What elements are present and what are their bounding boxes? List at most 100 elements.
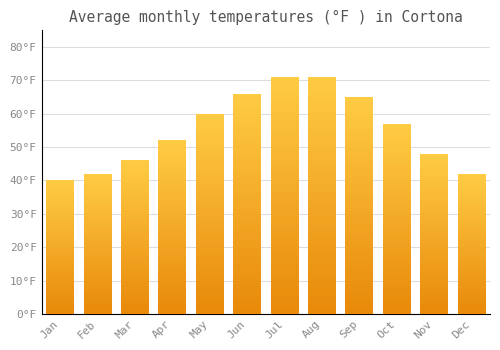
- Bar: [420, 270, 448, 272]
- Bar: [158, 236, 186, 238]
- Bar: [121, 168, 149, 170]
- Bar: [233, 187, 262, 190]
- Bar: [46, 252, 74, 254]
- Bar: [233, 212, 262, 215]
- Bar: [121, 230, 149, 231]
- Bar: [84, 200, 112, 202]
- Bar: [196, 294, 224, 296]
- Bar: [346, 298, 374, 300]
- Bar: [158, 238, 186, 240]
- Bar: [346, 111, 374, 113]
- Bar: [420, 228, 448, 230]
- Bar: [158, 201, 186, 203]
- Bar: [196, 154, 224, 156]
- Bar: [308, 281, 336, 285]
- Bar: [46, 249, 74, 251]
- Bar: [308, 106, 336, 110]
- Bar: [383, 264, 411, 266]
- Bar: [196, 307, 224, 309]
- Bar: [84, 251, 112, 253]
- Bar: [420, 256, 448, 258]
- Bar: [270, 237, 298, 240]
- Bar: [458, 239, 485, 240]
- Bar: [420, 302, 448, 304]
- Bar: [458, 286, 485, 288]
- Bar: [158, 301, 186, 303]
- Bar: [84, 195, 112, 196]
- Bar: [270, 308, 298, 311]
- Bar: [420, 238, 448, 240]
- Bar: [270, 172, 298, 175]
- Bar: [346, 254, 374, 257]
- Bar: [383, 269, 411, 271]
- Bar: [458, 268, 485, 270]
- Bar: [458, 247, 485, 249]
- Bar: [121, 162, 149, 164]
- Bar: [270, 302, 298, 305]
- Bar: [46, 261, 74, 262]
- Bar: [346, 167, 374, 170]
- Bar: [46, 184, 74, 186]
- Bar: [420, 234, 448, 236]
- Bar: [346, 200, 374, 203]
- Bar: [420, 180, 448, 182]
- Bar: [84, 188, 112, 189]
- Bar: [158, 149, 186, 151]
- Bar: [84, 193, 112, 195]
- Bar: [458, 193, 485, 195]
- Bar: [121, 278, 149, 279]
- Bar: [84, 258, 112, 260]
- Bar: [308, 240, 336, 243]
- Bar: [196, 161, 224, 164]
- Bar: [383, 224, 411, 226]
- Bar: [233, 157, 262, 160]
- Bar: [158, 308, 186, 310]
- Bar: [46, 264, 74, 266]
- Bar: [84, 189, 112, 191]
- Bar: [346, 227, 374, 230]
- Bar: [270, 136, 298, 139]
- Bar: [346, 116, 374, 119]
- Bar: [458, 261, 485, 263]
- Bar: [46, 306, 74, 307]
- Bar: [308, 234, 336, 237]
- Bar: [158, 184, 186, 186]
- Bar: [458, 237, 485, 239]
- Bar: [270, 228, 298, 231]
- Bar: [346, 273, 374, 276]
- Bar: [84, 302, 112, 303]
- Bar: [121, 254, 149, 257]
- Bar: [233, 270, 262, 273]
- Bar: [233, 209, 262, 212]
- Bar: [196, 272, 224, 274]
- Bar: [383, 283, 411, 286]
- Bar: [233, 256, 262, 259]
- Bar: [121, 283, 149, 285]
- Bar: [121, 187, 149, 189]
- Bar: [383, 147, 411, 150]
- Bar: [458, 251, 485, 253]
- Bar: [121, 287, 149, 289]
- Bar: [196, 139, 224, 141]
- Bar: [196, 229, 224, 231]
- Bar: [420, 244, 448, 246]
- Bar: [270, 154, 298, 157]
- Bar: [346, 211, 374, 213]
- Bar: [158, 177, 186, 180]
- Bar: [458, 191, 485, 193]
- Bar: [346, 154, 374, 156]
- Bar: [121, 264, 149, 266]
- Bar: [308, 231, 336, 234]
- Bar: [346, 189, 374, 192]
- Bar: [420, 190, 448, 192]
- Bar: [196, 191, 224, 194]
- Bar: [383, 164, 411, 167]
- Bar: [383, 207, 411, 209]
- Bar: [46, 234, 74, 236]
- Bar: [346, 162, 374, 165]
- Bar: [46, 189, 74, 190]
- Bar: [84, 284, 112, 286]
- Bar: [84, 263, 112, 265]
- Bar: [270, 83, 298, 86]
- Bar: [46, 219, 74, 220]
